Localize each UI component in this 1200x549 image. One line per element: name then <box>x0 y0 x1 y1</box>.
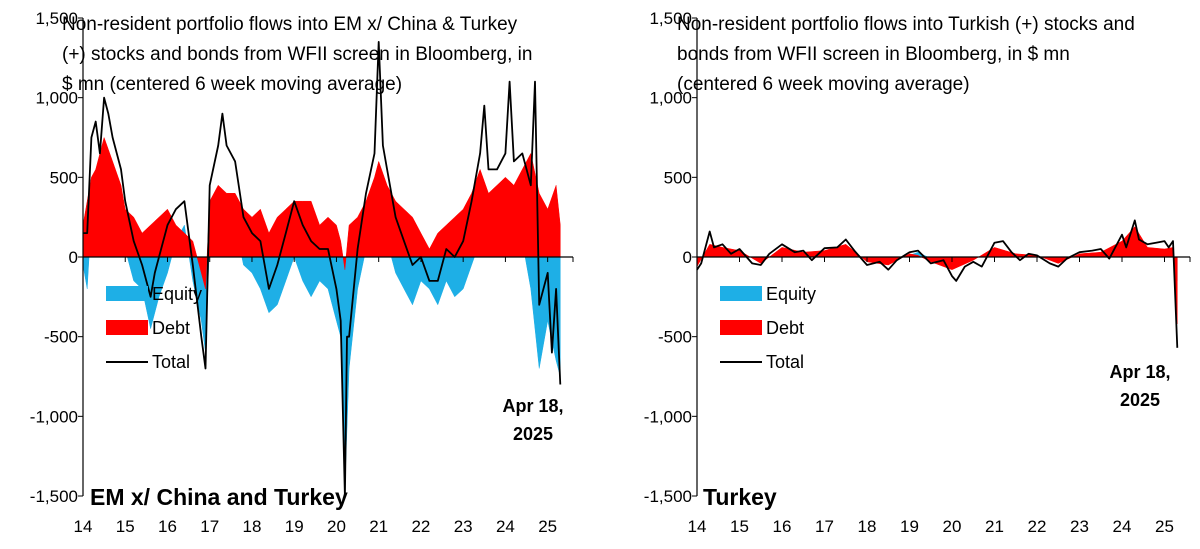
y-tick-label: -1,000 <box>30 407 78 426</box>
chart-title-line: bonds from WFII screen in Bloomberg, in … <box>677 44 1070 65</box>
x-tick-label: 21 <box>369 517 388 536</box>
x-tick-label: 20 <box>943 517 962 536</box>
x-tick-label: 20 <box>327 517 346 536</box>
x-tick-label: 14 <box>688 517 707 536</box>
x-tick-label: 25 <box>538 517 557 536</box>
x-tick-label: 16 <box>773 517 792 536</box>
date-annotation: Apr 18, <box>502 396 563 416</box>
legend-swatch-equity <box>106 286 148 301</box>
x-tick-label: 23 <box>454 517 473 536</box>
x-tick-label: 24 <box>1113 517 1132 536</box>
y-tick-label: -1,500 <box>644 487 692 506</box>
x-tick-label: 21 <box>985 517 1004 536</box>
x-tick-label: 22 <box>411 517 430 536</box>
chart-panel-2: 1,500 1,000 500 0 -500 -1,000 -1,500 14 15 16 17 18… <box>644 9 1191 536</box>
legend-label-total: Total <box>766 352 804 372</box>
legend-swatch-debt <box>720 320 762 335</box>
date-annotation: Apr 18, <box>1109 362 1170 382</box>
y-tick-label: -1,500 <box>30 487 78 506</box>
y-tick-label: 500 <box>50 168 78 187</box>
y-tick-label: 1,000 <box>649 89 692 108</box>
y-tick-label: -500 <box>658 328 692 347</box>
x-tick-label: 19 <box>900 517 919 536</box>
x-tick-label: 17 <box>200 517 219 536</box>
legend-label-debt: Debt <box>152 318 190 338</box>
chart-title-line: Non-resident portfolio flows into EM x/ … <box>62 14 518 35</box>
x-tick-label: 19 <box>285 517 304 536</box>
chart-title-line: Non-resident portfolio flows into Turkis… <box>677 14 1135 35</box>
panel-label: EM x/ China and Turkey <box>90 484 348 510</box>
y-tick-label: 0 <box>683 248 692 267</box>
x-tick-label: 16 <box>158 517 177 536</box>
x-tick-label: 18 <box>858 517 877 536</box>
x-tick-label: 22 <box>1028 517 1047 536</box>
series-debt-area <box>82 136 561 289</box>
chart-title-line: (+) stocks and bonds from WFII screen in… <box>62 44 532 65</box>
legend-swatch-equity <box>720 286 762 301</box>
x-tick-label: 17 <box>815 517 834 536</box>
legend-label-total: Total <box>152 352 190 372</box>
series-total-line <box>696 219 1179 348</box>
panel-label: Turkey <box>703 484 777 510</box>
date-annotation: 2025 <box>1120 390 1160 410</box>
date-annotation: 2025 <box>513 424 553 444</box>
chart-panel-1: 1,500 1,000 500 0 -500 -1,000 -1,500 14 15 16 17 18… <box>30 9 574 536</box>
y-tick-label: -1,000 <box>644 407 692 426</box>
series-total-line <box>83 41 562 497</box>
x-tick-label: 18 <box>243 517 262 536</box>
x-tick-label: 15 <box>116 517 135 536</box>
y-tick-label: 0 <box>69 248 78 267</box>
legend-label-equity: Equity <box>152 284 202 304</box>
x-tick-label: 14 <box>74 517 93 536</box>
x-tick-label: 15 <box>730 517 749 536</box>
x-tick-label: 25 <box>1155 517 1174 536</box>
legend-swatch-debt <box>106 320 148 335</box>
chart-title-line: (centered 6 week moving average) <box>677 74 970 95</box>
y-tick-label: 1,000 <box>35 89 78 108</box>
y-tick-label: 500 <box>664 168 692 187</box>
y-tick-label: 1,500 <box>35 9 78 28</box>
x-tick-label: 23 <box>1070 517 1089 536</box>
y-tick-label: 1,500 <box>649 9 692 28</box>
x-tick-label: 24 <box>496 517 515 536</box>
chart-title-line: $ mn (centered 6 week moving average) <box>62 74 402 95</box>
legend-label-debt: Debt <box>766 318 804 338</box>
legend-label-equity: Equity <box>766 284 816 304</box>
y-tick-label: -500 <box>44 328 78 347</box>
